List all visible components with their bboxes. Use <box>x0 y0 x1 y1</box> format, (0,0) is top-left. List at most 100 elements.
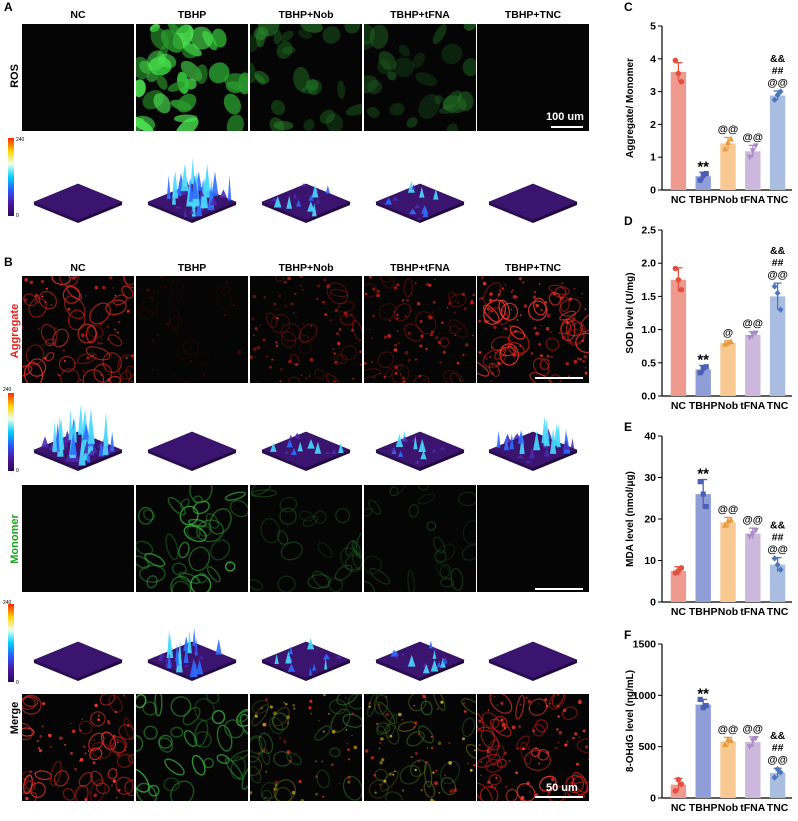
y-tick-label: 20 <box>644 514 656 526</box>
column-header-tbhp-tnc: TBHP+TNC <box>504 262 562 274</box>
colorbar-min: 0 <box>16 213 19 219</box>
significance-label: @ <box>723 327 733 339</box>
significance-label: ** <box>697 158 709 175</box>
significance-label: ## <box>772 65 784 77</box>
data-point <box>722 522 728 528</box>
y-tick-label: 2.5 <box>641 225 656 237</box>
merge-image-nc <box>22 694 134 801</box>
ros-image-tbhp-nob <box>250 24 362 131</box>
x-tick-label: NC <box>671 606 687 618</box>
ros-image-tbhp <box>136 24 248 131</box>
column-header-tbhp-tfna: TBHP+tFNA <box>390 9 450 21</box>
data-point <box>752 736 759 742</box>
surface-plot-tbhp-tnc <box>488 183 578 223</box>
significance-label: @@ <box>743 318 763 330</box>
data-point <box>752 330 759 337</box>
surface-plot-tbhp-tnc <box>488 641 578 681</box>
surface-plot-tbhp-tnc <box>488 416 578 471</box>
data-point <box>700 172 706 178</box>
surface-plot-tbhp-nob <box>261 638 351 681</box>
cell-texture <box>136 24 248 131</box>
scale-bar <box>535 377 583 379</box>
significance-label: ** <box>697 466 709 483</box>
scale-bar-label: 100 um <box>546 111 584 123</box>
x-tick-label: tFNA <box>740 400 765 412</box>
bar <box>720 342 736 396</box>
data-point <box>771 555 778 562</box>
data-point <box>675 277 682 283</box>
bar <box>695 494 711 602</box>
bar <box>720 522 736 602</box>
data-point <box>725 139 731 145</box>
cell-texture <box>136 694 248 801</box>
significance-label: && <box>770 245 786 257</box>
data-point <box>746 335 753 341</box>
cell-texture <box>250 694 362 801</box>
x-tick-label: TNC <box>767 194 789 206</box>
significance-label: && <box>770 730 786 742</box>
x-tick-label: TBHP <box>689 802 718 814</box>
data-point <box>672 57 679 64</box>
significance-label: @@ <box>767 269 787 281</box>
column-header-nc: NC <box>70 9 86 21</box>
y-tick-label: 1.5 <box>641 291 656 303</box>
significance-label: @@ <box>718 723 738 735</box>
significance-label: @@ <box>767 544 787 556</box>
data-point <box>675 70 682 77</box>
significance-label: @@ <box>767 77 787 89</box>
row-label-monomer: Monomer <box>9 514 21 564</box>
x-tick-label: TBHP <box>689 194 718 206</box>
x-tick-label: TBHP <box>689 606 718 618</box>
x-tick-label: TNC <box>767 400 789 412</box>
surface-plot-nc <box>33 183 123 223</box>
surface-plot-nc <box>33 641 123 681</box>
y-tick-label: 1 <box>650 152 656 164</box>
y-tick-label: 30 <box>644 472 656 484</box>
significance-label: @@ <box>743 131 763 143</box>
cell-texture <box>250 276 362 383</box>
panel-label-e: E <box>624 420 633 434</box>
surface-plot-tbhp-nob <box>261 431 351 471</box>
surface-plot-tbhp-tfna <box>375 430 465 471</box>
scale-bar <box>535 588 583 590</box>
y-axis-label: Aggregate/ Monomer <box>625 58 636 158</box>
data-point <box>777 566 784 573</box>
cell-texture <box>477 276 589 383</box>
bar <box>745 742 761 798</box>
surface-plot-tbhp-tfna <box>375 181 465 223</box>
y-tick-label: 4 <box>650 53 656 65</box>
y-tick-label: 500 <box>638 741 656 753</box>
cell-texture <box>365 694 476 801</box>
colorbar-min: 0 <box>16 680 19 686</box>
cell-texture <box>364 485 476 592</box>
data-point <box>749 148 756 154</box>
y-tick-label: 40 <box>644 431 656 443</box>
chart-8ohdg-level: 0 500 1000 1500 8-OHdG level (ng/mL) NC ** TBHP… <box>625 639 792 814</box>
data-point <box>749 738 756 744</box>
cell-texture <box>250 24 362 131</box>
x-tick-label: Nob <box>718 606 738 618</box>
x-tick-label: TNC <box>767 606 789 618</box>
colorbar <box>8 393 14 471</box>
cell-texture <box>364 24 476 131</box>
x-tick-label: NC <box>671 400 687 412</box>
cell-texture <box>250 485 362 592</box>
bar <box>720 741 736 798</box>
data-point <box>728 516 734 523</box>
y-tick-label: 1500 <box>633 639 657 651</box>
column-header-tbhp-nob: TBHP+Nob <box>278 9 334 21</box>
row-label-aggregate: Aggregate <box>9 303 21 359</box>
bar <box>769 95 786 190</box>
significance-label: @@ <box>767 754 787 766</box>
y-axis-label: MDA level (nmol/μg) <box>625 471 636 567</box>
significance-label: ** <box>697 351 709 368</box>
significance-label: ## <box>772 742 784 754</box>
merge-image-tbhp <box>136 694 248 801</box>
bar <box>745 334 761 396</box>
data-point <box>752 143 759 149</box>
data-point <box>722 741 728 748</box>
y-tick-label: 0 <box>650 793 656 805</box>
column-header-tbhp: TBHP <box>177 262 207 274</box>
significance-label: @@ <box>743 723 763 735</box>
significance-label: && <box>770 53 786 65</box>
